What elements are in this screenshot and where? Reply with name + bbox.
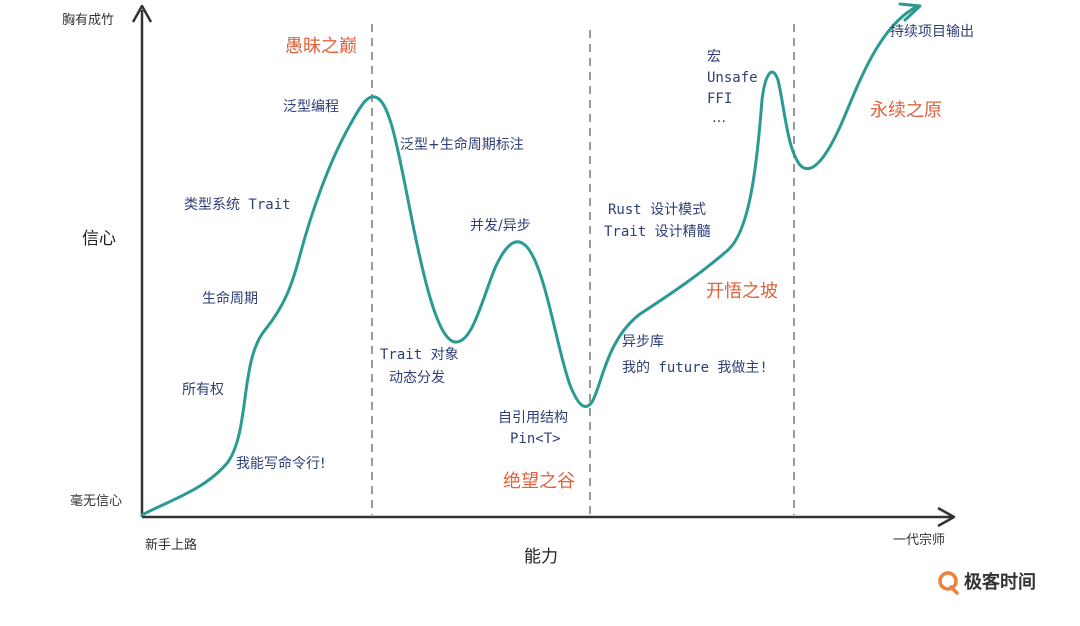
label-generics: 泛型编程	[283, 99, 339, 115]
label-generics-lifetime: 泛型+生命周期标注	[400, 136, 524, 153]
brand-name: 极客时间	[964, 571, 1036, 593]
label-trait-object: Trait 对象	[380, 347, 459, 363]
label-ffi: FFI	[707, 91, 732, 107]
stage-valley: 绝望之谷	[503, 471, 575, 492]
label-own-future: 我的 future 我做主!	[622, 360, 768, 376]
label-dynamic-dispatch: 动态分发	[389, 370, 445, 386]
brand-icon-tail	[949, 585, 959, 595]
label-ellipsis: …	[712, 110, 726, 126]
confidence-curve	[140, 4, 920, 517]
x-axis-start-label: 新手上路	[145, 537, 197, 553]
label-cli: 我能写命令行!	[236, 455, 326, 472]
axes	[131, 4, 956, 528]
x-axis-end-label: 一代宗师	[893, 532, 945, 548]
stage-dividers	[371, 24, 795, 515]
label-concurrency: 并发/异步	[470, 218, 531, 234]
label-unsafe: Unsafe	[707, 70, 758, 86]
label-async-lib: 异步库	[622, 334, 664, 350]
label-macro: 宏	[707, 49, 721, 65]
label-pin: Pin<T>	[510, 431, 561, 447]
stage-slope: 开悟之坡	[706, 281, 778, 302]
x-axis-title: 能力	[524, 547, 558, 567]
label-self-ref: 自引用结构	[498, 410, 568, 426]
label-lifetime: 生命周期	[202, 290, 258, 307]
label-trait-design: Trait 设计精髓	[604, 224, 711, 240]
label-design-patterns: Rust 设计模式	[608, 202, 706, 218]
y-axis-top-label: 胸有成竹	[62, 13, 114, 28]
curve-arrow	[898, 2, 922, 22]
brand-logo: 极客时间	[938, 571, 1036, 595]
x-axis-arrow	[937, 506, 956, 528]
y-axis-title: 信心	[82, 229, 116, 249]
y-axis-bottom-label: 毫无信心	[70, 493, 122, 509]
label-ownership: 所有权	[182, 382, 224, 398]
y-axis-arrow	[131, 4, 153, 23]
stage-peak: 愚昧之巅	[285, 36, 357, 57]
label-project-output: 持续项目输出	[890, 23, 974, 40]
stage-plateau: 永续之原	[870, 100, 942, 121]
label-type-system: 类型系统 Trait	[184, 197, 291, 213]
brand-icon	[938, 571, 958, 591]
